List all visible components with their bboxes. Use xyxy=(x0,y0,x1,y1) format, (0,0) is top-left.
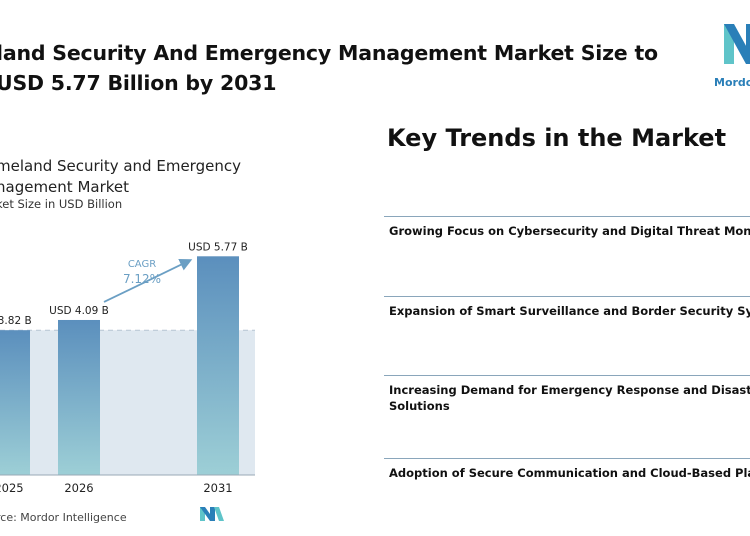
trend-item-label: Growing Focus on Cybersecurity and Digit… xyxy=(389,224,750,238)
trend-item-label-continued: Solutions xyxy=(389,399,450,413)
page-title: land Security And Emergency Management M… xyxy=(0,38,658,98)
bar-2025 xyxy=(0,330,30,475)
chart-subtitle: ket Size in USD Billion xyxy=(0,197,123,211)
data-label-2031: USD 5.77 B xyxy=(188,241,248,253)
trend-item-emergency-response: Increasing Demand for Emergency Response… xyxy=(384,375,750,414)
x-tick-label-2025: 2025 xyxy=(0,481,24,495)
trend-item-secure-communication: Adoption of Secure Communication and Clo… xyxy=(384,458,750,481)
chart-title: meland Security and Emergency nagement M… xyxy=(0,156,241,198)
mordor-logo-icon xyxy=(724,24,750,64)
trends-title: Key Trends in the Market xyxy=(387,124,727,152)
trend-item-surveillance: Expansion of Smart Surveillance and Bord… xyxy=(384,296,750,319)
cagr-label: CAGR xyxy=(128,259,156,270)
data-label-2026: USD 4.09 B xyxy=(49,305,109,317)
trend-item-cybersecurity: Growing Focus on Cybersecurity and Digit… xyxy=(384,216,750,239)
x-tick-label-2026: 2026 xyxy=(64,481,93,495)
chart-source: rce: Mordor Intelligence xyxy=(0,511,127,524)
mordor-mini-logo-icon xyxy=(200,507,224,521)
logo-wordmark: Mordo xyxy=(714,76,750,89)
trend-item-label: Expansion of Smart Surveillance and Bord… xyxy=(389,304,750,318)
bar-chart: D 3.82 B 2025 USD 4.09 B 2026 USD 5.77 B 2031… xyxy=(0,241,255,495)
x-tick-label-2031: 2031 xyxy=(203,481,232,495)
chart-title-line-1: meland Security and Emergency xyxy=(0,157,241,175)
cagr-value: 7.12% xyxy=(123,272,161,286)
bar-2031 xyxy=(197,256,239,475)
trend-item-label: Increasing Demand for Emergency Response… xyxy=(389,383,750,397)
page-title-line-1: land Security And Emergency Management M… xyxy=(0,41,658,65)
cagr-arrow xyxy=(103,259,193,303)
data-label-2025: D 3.82 B xyxy=(0,315,32,327)
page-title-line-2: USD 5.77 Billion by 2031 xyxy=(0,71,277,95)
bar-2026 xyxy=(58,319,100,475)
chart-title-line-2: nagement Market xyxy=(0,178,130,196)
trend-item-label: Adoption of Secure Communication and Clo… xyxy=(389,466,750,480)
